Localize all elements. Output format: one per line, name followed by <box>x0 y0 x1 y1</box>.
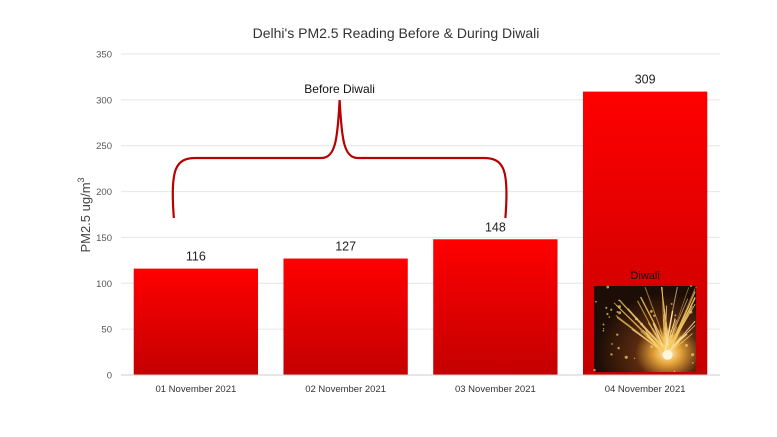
spark-dot <box>653 314 656 317</box>
spark-dot <box>618 311 622 315</box>
spark-dot <box>610 308 613 311</box>
x-tick-label: 03 November 2021 <box>455 384 536 395</box>
spark-dot <box>689 310 693 314</box>
spark-streak <box>663 286 678 355</box>
spark-dot <box>618 299 620 302</box>
y-axis-label: PM2.5 ug/m3 <box>76 177 93 252</box>
spark-dot <box>610 353 613 356</box>
before-diwali-label: Before Diwali <box>304 82 375 96</box>
spark-glow <box>662 349 673 360</box>
spark-dot <box>616 310 619 313</box>
x-tick-label: 04 November 2021 <box>605 384 686 395</box>
spark-dot <box>602 323 605 326</box>
y-tick-label: 0 <box>107 371 112 382</box>
spark-dot <box>634 317 638 321</box>
bar <box>283 258 408 375</box>
y-tick-label: 350 <box>96 50 112 61</box>
y-tick-label: 200 <box>96 187 112 198</box>
y-tick-label: 300 <box>96 95 112 106</box>
spark-dot <box>624 355 628 359</box>
spark-streak <box>661 287 665 355</box>
spark-dot <box>692 362 694 364</box>
spark-dot <box>608 316 611 318</box>
bar-value-label: 148 <box>485 220 506 234</box>
spark-dot <box>617 305 621 309</box>
spark-dot <box>674 314 677 317</box>
spark-dot <box>616 333 619 336</box>
spark-dot <box>685 343 688 347</box>
bar-value-label: 309 <box>635 73 656 87</box>
x-axis-ticks: 01 November 2021 02 November 2021 03 Novem… <box>155 384 685 395</box>
spark-streak <box>663 298 688 355</box>
spark-streak <box>666 333 693 356</box>
spark-dot <box>595 300 597 303</box>
spark-dot <box>606 285 610 289</box>
spark-streak <box>615 314 668 356</box>
spark-dot <box>691 353 695 357</box>
fireworks-sparks <box>593 285 697 372</box>
y-axis-ticks: 0 50 100 150 200 250 300 350 <box>96 50 112 382</box>
spark-dot <box>650 345 653 349</box>
spark-dot <box>673 370 676 372</box>
bar <box>433 239 558 375</box>
spark-dot <box>663 336 665 338</box>
bar <box>133 268 259 375</box>
chart-title: Delhi's PM2.5 Reading Before & During Di… <box>253 25 540 41</box>
spark-dot <box>670 303 673 305</box>
x-tick-label: 02 November 2021 <box>305 384 386 395</box>
spark-dot <box>611 343 613 345</box>
y-axis-label-main: PM2.5 ug/m <box>78 182 93 252</box>
spark-dot <box>605 306 608 309</box>
spark-dot <box>670 334 673 338</box>
before-diwali-bracket: Before Diwali <box>171 82 508 219</box>
bars <box>133 91 708 376</box>
spark-dot <box>602 327 605 330</box>
spark-dot <box>617 346 620 350</box>
fireworks-image: Diwali <box>593 270 697 372</box>
x-tick-label: 01 November 2021 <box>155 384 236 395</box>
y-tick-label: 250 <box>96 141 112 152</box>
diwali-label: Diwali <box>630 270 659 282</box>
spark-dot <box>602 329 605 332</box>
data-labels: 116 127 148 309 <box>186 73 656 264</box>
spark-dot <box>593 368 596 372</box>
bar-value-label: 127 <box>335 240 356 254</box>
spark-dot <box>661 345 663 348</box>
y-tick-label: 100 <box>96 279 112 290</box>
spark-dot <box>641 322 643 325</box>
y-tick-label: 150 <box>96 233 112 244</box>
bar-value-label: 116 <box>186 250 206 264</box>
spark-dot <box>690 285 692 288</box>
spark-dot <box>649 310 653 313</box>
spark-dot <box>695 286 697 288</box>
y-axis-label-sup: 3 <box>76 177 86 182</box>
spark-dot <box>682 341 684 343</box>
bracket-curve <box>171 99 508 219</box>
spark-dot <box>664 332 668 336</box>
y-tick-label: 50 <box>101 325 112 336</box>
spark-dot <box>633 357 636 360</box>
spark-dot <box>606 312 609 316</box>
